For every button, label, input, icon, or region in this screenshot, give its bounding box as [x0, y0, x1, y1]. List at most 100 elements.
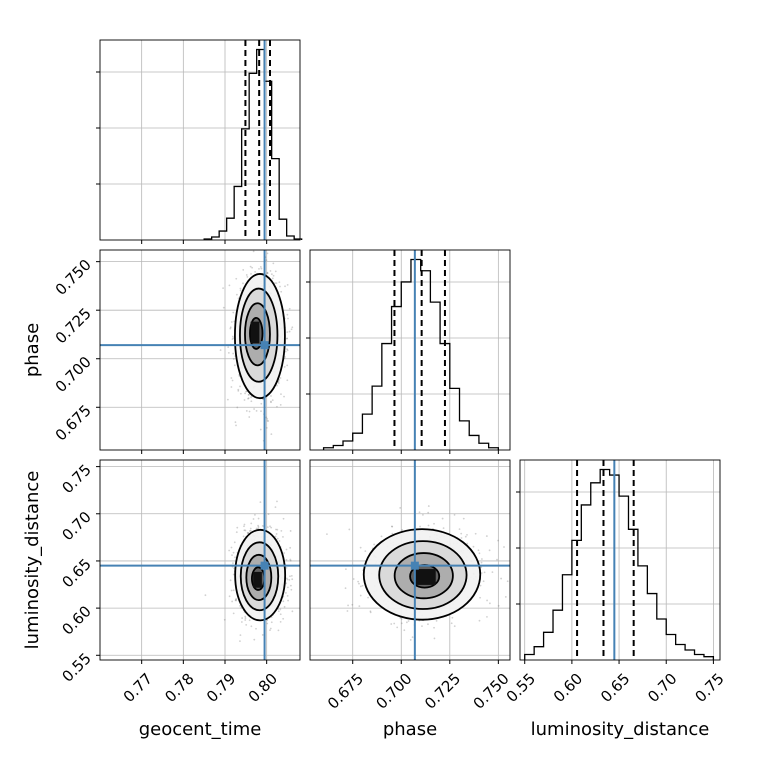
sample-point [380, 535, 383, 538]
sample-point [235, 599, 237, 602]
sample-point [240, 621, 243, 623]
sample-point [231, 335, 234, 338]
sample-point [369, 610, 372, 613]
sample-point [248, 416, 251, 418]
sample-point [364, 550, 367, 553]
sample-point [462, 517, 465, 520]
sample-point [279, 613, 282, 616]
sample-point [259, 428, 262, 431]
sample-point [232, 358, 235, 360]
sample-point [257, 517, 260, 520]
sample-point [286, 331, 289, 334]
sample-point [242, 282, 244, 285]
sample-point [270, 273, 273, 276]
sample-point [232, 337, 235, 340]
sample-point [289, 559, 292, 562]
sample-point [286, 578, 289, 581]
sample-point [288, 330, 291, 333]
sample-point [247, 397, 250, 400]
scatter-panel-phase-luminosity_distance [309, 459, 511, 661]
sample-point [427, 623, 429, 626]
sample-point [286, 313, 289, 316]
sample-point [284, 350, 287, 353]
sample-point [260, 402, 263, 405]
sample-point [271, 277, 274, 280]
sample-point [276, 500, 278, 503]
sample-point [288, 307, 291, 310]
sample-point [228, 549, 231, 552]
x-tick-label: 0.78 [161, 670, 197, 706]
sample-point [279, 403, 282, 406]
y-tick-label: 0.75 [58, 461, 94, 497]
sample-point [255, 409, 258, 412]
sample-point [352, 578, 355, 580]
sample-point [291, 578, 294, 581]
y-tick-label: 0.70 [58, 508, 94, 544]
sample-point [283, 366, 286, 368]
sample-point [407, 620, 410, 622]
sample-point [482, 580, 485, 583]
sample-point [269, 629, 271, 632]
sample-point [278, 540, 281, 542]
sample-point [286, 283, 289, 286]
sample-point [290, 588, 293, 591]
sample-point [276, 405, 278, 408]
sample-point [228, 284, 231, 287]
sample-point [227, 351, 230, 354]
sample-point [285, 582, 288, 585]
sample-point [247, 397, 249, 400]
sample-point [250, 273, 252, 275]
sample-point [232, 352, 235, 355]
sample-point [403, 629, 406, 632]
sample-point [289, 546, 292, 549]
sample-point [266, 271, 269, 274]
sample-point [359, 546, 362, 549]
sample-point [270, 526, 273, 529]
sample-point [442, 527, 445, 529]
histogram-geocent_time [203, 48, 303, 240]
sample-point [396, 626, 399, 629]
sample-point [496, 558, 498, 561]
sample-point [500, 577, 503, 580]
sample-point [252, 250, 255, 253]
sample-point [480, 566, 483, 569]
sample-point [291, 326, 294, 329]
sample-point [244, 617, 247, 620]
sample-point [255, 627, 257, 630]
truth-marker [260, 561, 269, 570]
sample-point [433, 522, 435, 525]
sample-point [246, 276, 249, 278]
sample-point [390, 623, 393, 625]
sample-point [229, 579, 232, 582]
sample-point [411, 636, 414, 639]
sample-point [266, 272, 269, 275]
sample-point [286, 348, 288, 350]
sample-point [286, 364, 289, 367]
sample-point [245, 410, 248, 412]
sample-point [399, 506, 402, 509]
sample-point [235, 293, 238, 296]
sample-point [427, 524, 430, 527]
sample-point [269, 525, 271, 528]
sample-point [228, 595, 231, 598]
sample-point [441, 517, 444, 520]
sample-point [419, 525, 421, 528]
density-peak [253, 571, 262, 588]
sample-point [373, 543, 376, 546]
sample-point [479, 584, 482, 587]
sample-point [270, 400, 272, 403]
y-axis-label-luminosity_distance: luminosity_distance [22, 471, 43, 650]
sample-point [234, 556, 236, 559]
sample-point [230, 546, 233, 549]
sample-point [282, 536, 284, 538]
sample-point [251, 266, 254, 269]
sample-point [391, 532, 394, 535]
sample-point [230, 321, 233, 323]
sample-point [255, 527, 258, 530]
sample-point [244, 615, 247, 618]
sample-point [231, 338, 234, 340]
sample-point [266, 272, 269, 275]
sample-point [503, 546, 505, 548]
sample-point [231, 600, 234, 603]
sample-point [427, 505, 430, 507]
